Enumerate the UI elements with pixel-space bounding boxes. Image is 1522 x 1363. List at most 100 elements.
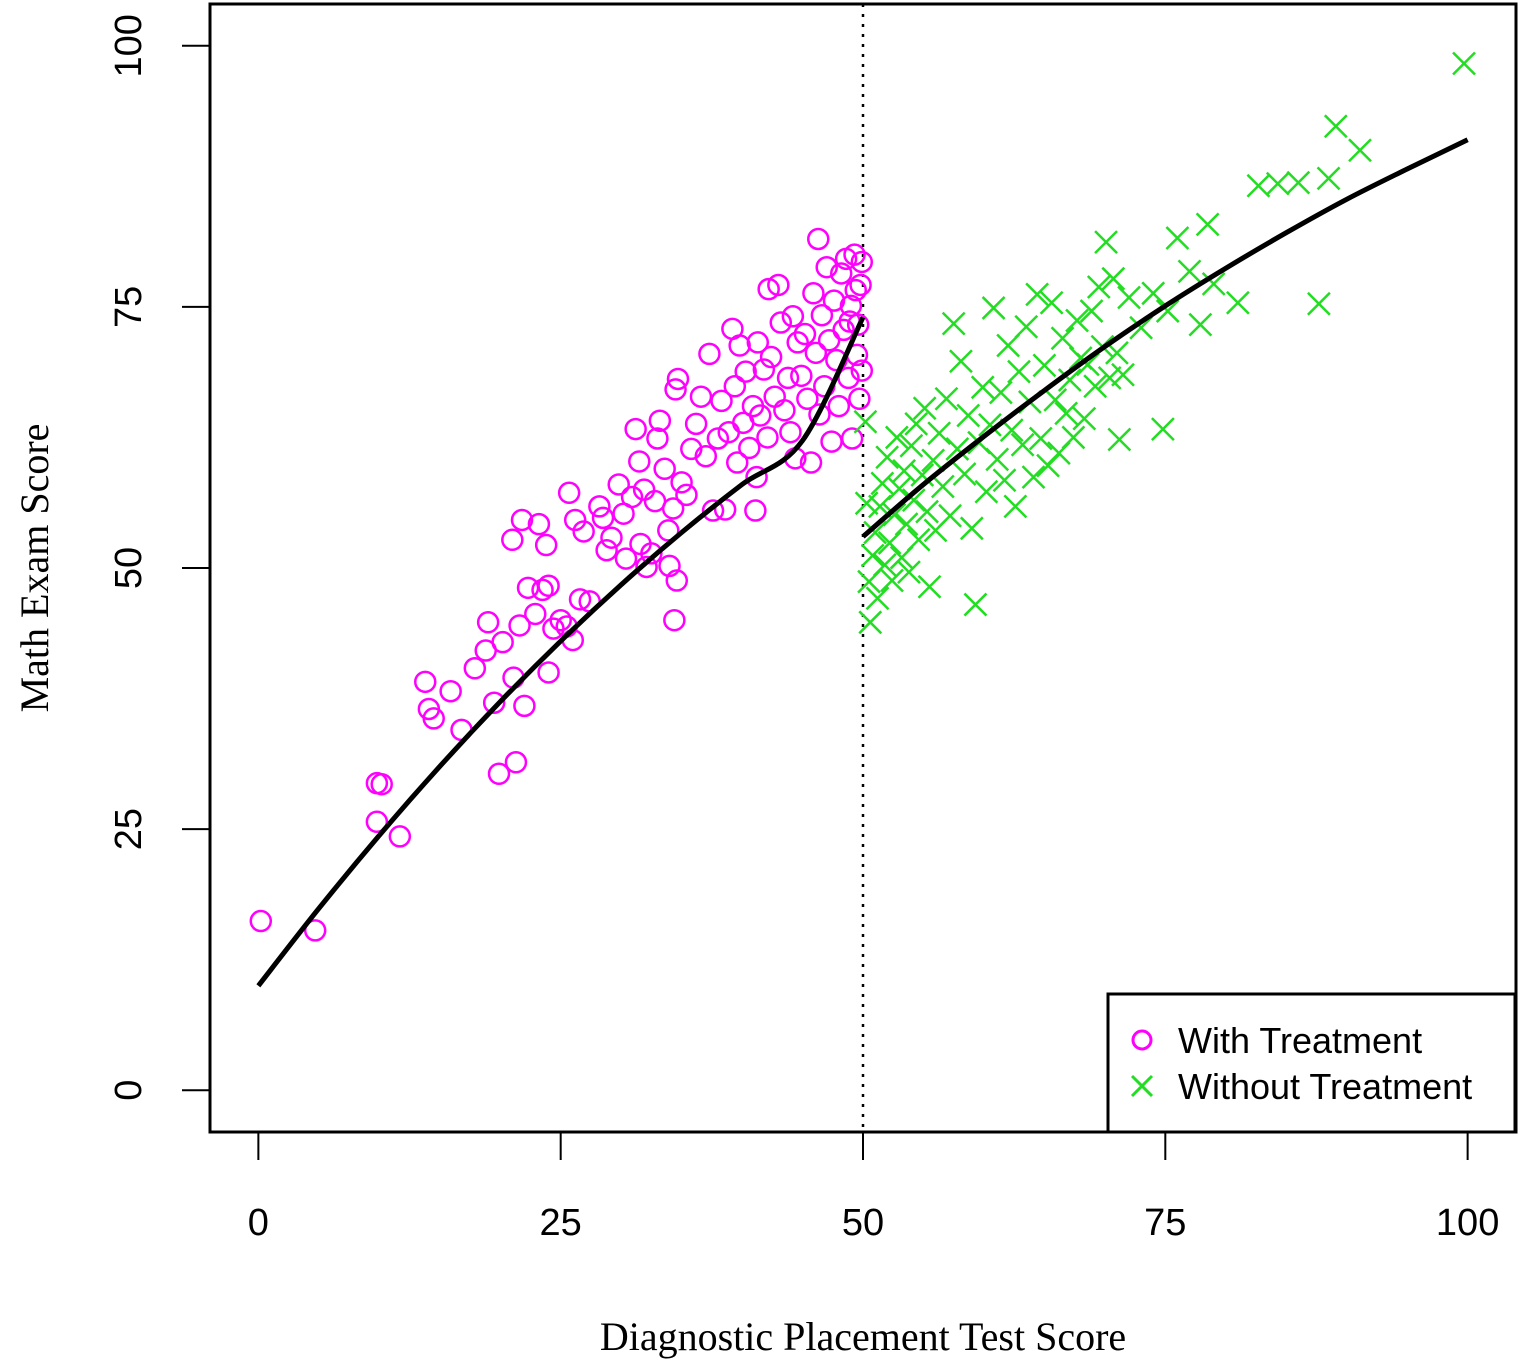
data-point-circle [848,387,871,411]
legend: With Treatment Without Treatment [1106,992,1517,1134]
data-point-circle [595,538,618,562]
data-point-circle [804,341,828,365]
data-point-x [963,592,988,617]
data-point-circle [808,403,831,426]
y-tick-label: 50 [108,547,150,589]
data-point-x [1010,432,1035,457]
data-point-x [1083,374,1108,399]
data-point-x [912,396,937,421]
x-tick-label: 25 [540,1202,582,1244]
data-point-x [949,349,973,374]
data-point-circle [510,508,534,532]
data-point-circle [684,412,708,436]
x-axis: 0 25 50 75 100 [248,1131,1499,1244]
y-tick-label: 75 [108,286,150,328]
data-point-circle [701,499,725,522]
y-tick-label: 25 [108,808,150,850]
fit-line-control [861,137,1469,539]
data-point-circle [648,409,672,432]
data-point-x [870,471,895,496]
data-point-x [915,499,939,524]
data-point-x [934,386,959,411]
data-point-x [1057,368,1082,392]
data-point-circle [527,512,551,536]
data-point-circle [572,520,595,543]
data-point-circle [757,277,780,301]
data-point-circle [769,311,793,334]
data-point-x [853,409,878,434]
data-point-circle [746,331,770,354]
data-point-circle [640,542,663,565]
data-point-x [1061,425,1086,450]
data-point-x [858,610,883,635]
data-point-circle [661,497,685,520]
data-point-circle [614,547,638,570]
data-point-x [877,531,902,555]
data-point-x [1032,353,1057,378]
data-point-x [854,491,879,516]
data-point-circle [653,457,676,481]
data-point-x [1014,314,1039,339]
data-point-circle [588,495,611,518]
data-point-x [1039,290,1064,315]
data-point-x [1025,282,1050,307]
data-point-circle [745,465,768,489]
data-point-x [1117,285,1141,310]
data-point-x [974,479,999,504]
data-point-circle [537,661,560,684]
data-point-circle [413,670,437,694]
data-point-circle [849,273,872,297]
data-point-circle [628,450,651,473]
legend-circle-marker [1131,1029,1153,1051]
data-point-circle [557,481,581,505]
data-point-x [1076,352,1100,377]
data-point-circle [563,508,587,532]
data-point-circle [776,366,800,390]
data-point-x [1141,281,1166,306]
data-point-circle [802,282,825,305]
data-point-x [1323,114,1348,139]
data-point-circle [728,334,751,357]
data-point-x [930,474,955,499]
data-point-x [1086,275,1111,299]
data-point-x [1043,387,1068,412]
data-point-x [901,488,926,512]
data-point-x [996,333,1020,358]
data-point-x [1021,465,1046,490]
x-tick-label: 0 [248,1202,269,1244]
data-point-circle [734,360,757,383]
data-point-x [1286,170,1311,195]
data-point-circle [763,385,786,408]
data-point-circle [779,420,802,444]
data-point-x [899,433,924,458]
data-point-circle [666,367,690,391]
data-point-circle [829,262,853,285]
data-point-circle [531,578,554,602]
data-point-x [981,296,1006,320]
data-point-x [1151,417,1175,441]
data-point-circle [799,451,823,474]
data-point-x [863,520,887,545]
data-point-circle [759,345,783,369]
data-point-circle [635,555,658,579]
data-point-circle [738,436,761,460]
data-point-x [952,462,977,486]
data-point-circle [675,483,698,507]
x-tick-label: 50 [842,1202,884,1244]
data-point-x [875,445,900,470]
data-point-x [1195,212,1220,237]
data-point-circle [491,630,514,654]
data-point-circle [665,569,689,592]
y-tick-label: 0 [108,1080,150,1101]
data-point-circle [850,250,874,274]
data-point-x [1452,51,1476,76]
data-point-circle [664,378,687,401]
data-point-circle [670,471,693,494]
data-point-circle [748,404,772,427]
data-point-circle [793,322,817,346]
data-point-circle [680,437,703,461]
data-point-x [938,503,962,528]
data-point-circle [607,473,630,496]
data-point-x [1225,290,1250,315]
